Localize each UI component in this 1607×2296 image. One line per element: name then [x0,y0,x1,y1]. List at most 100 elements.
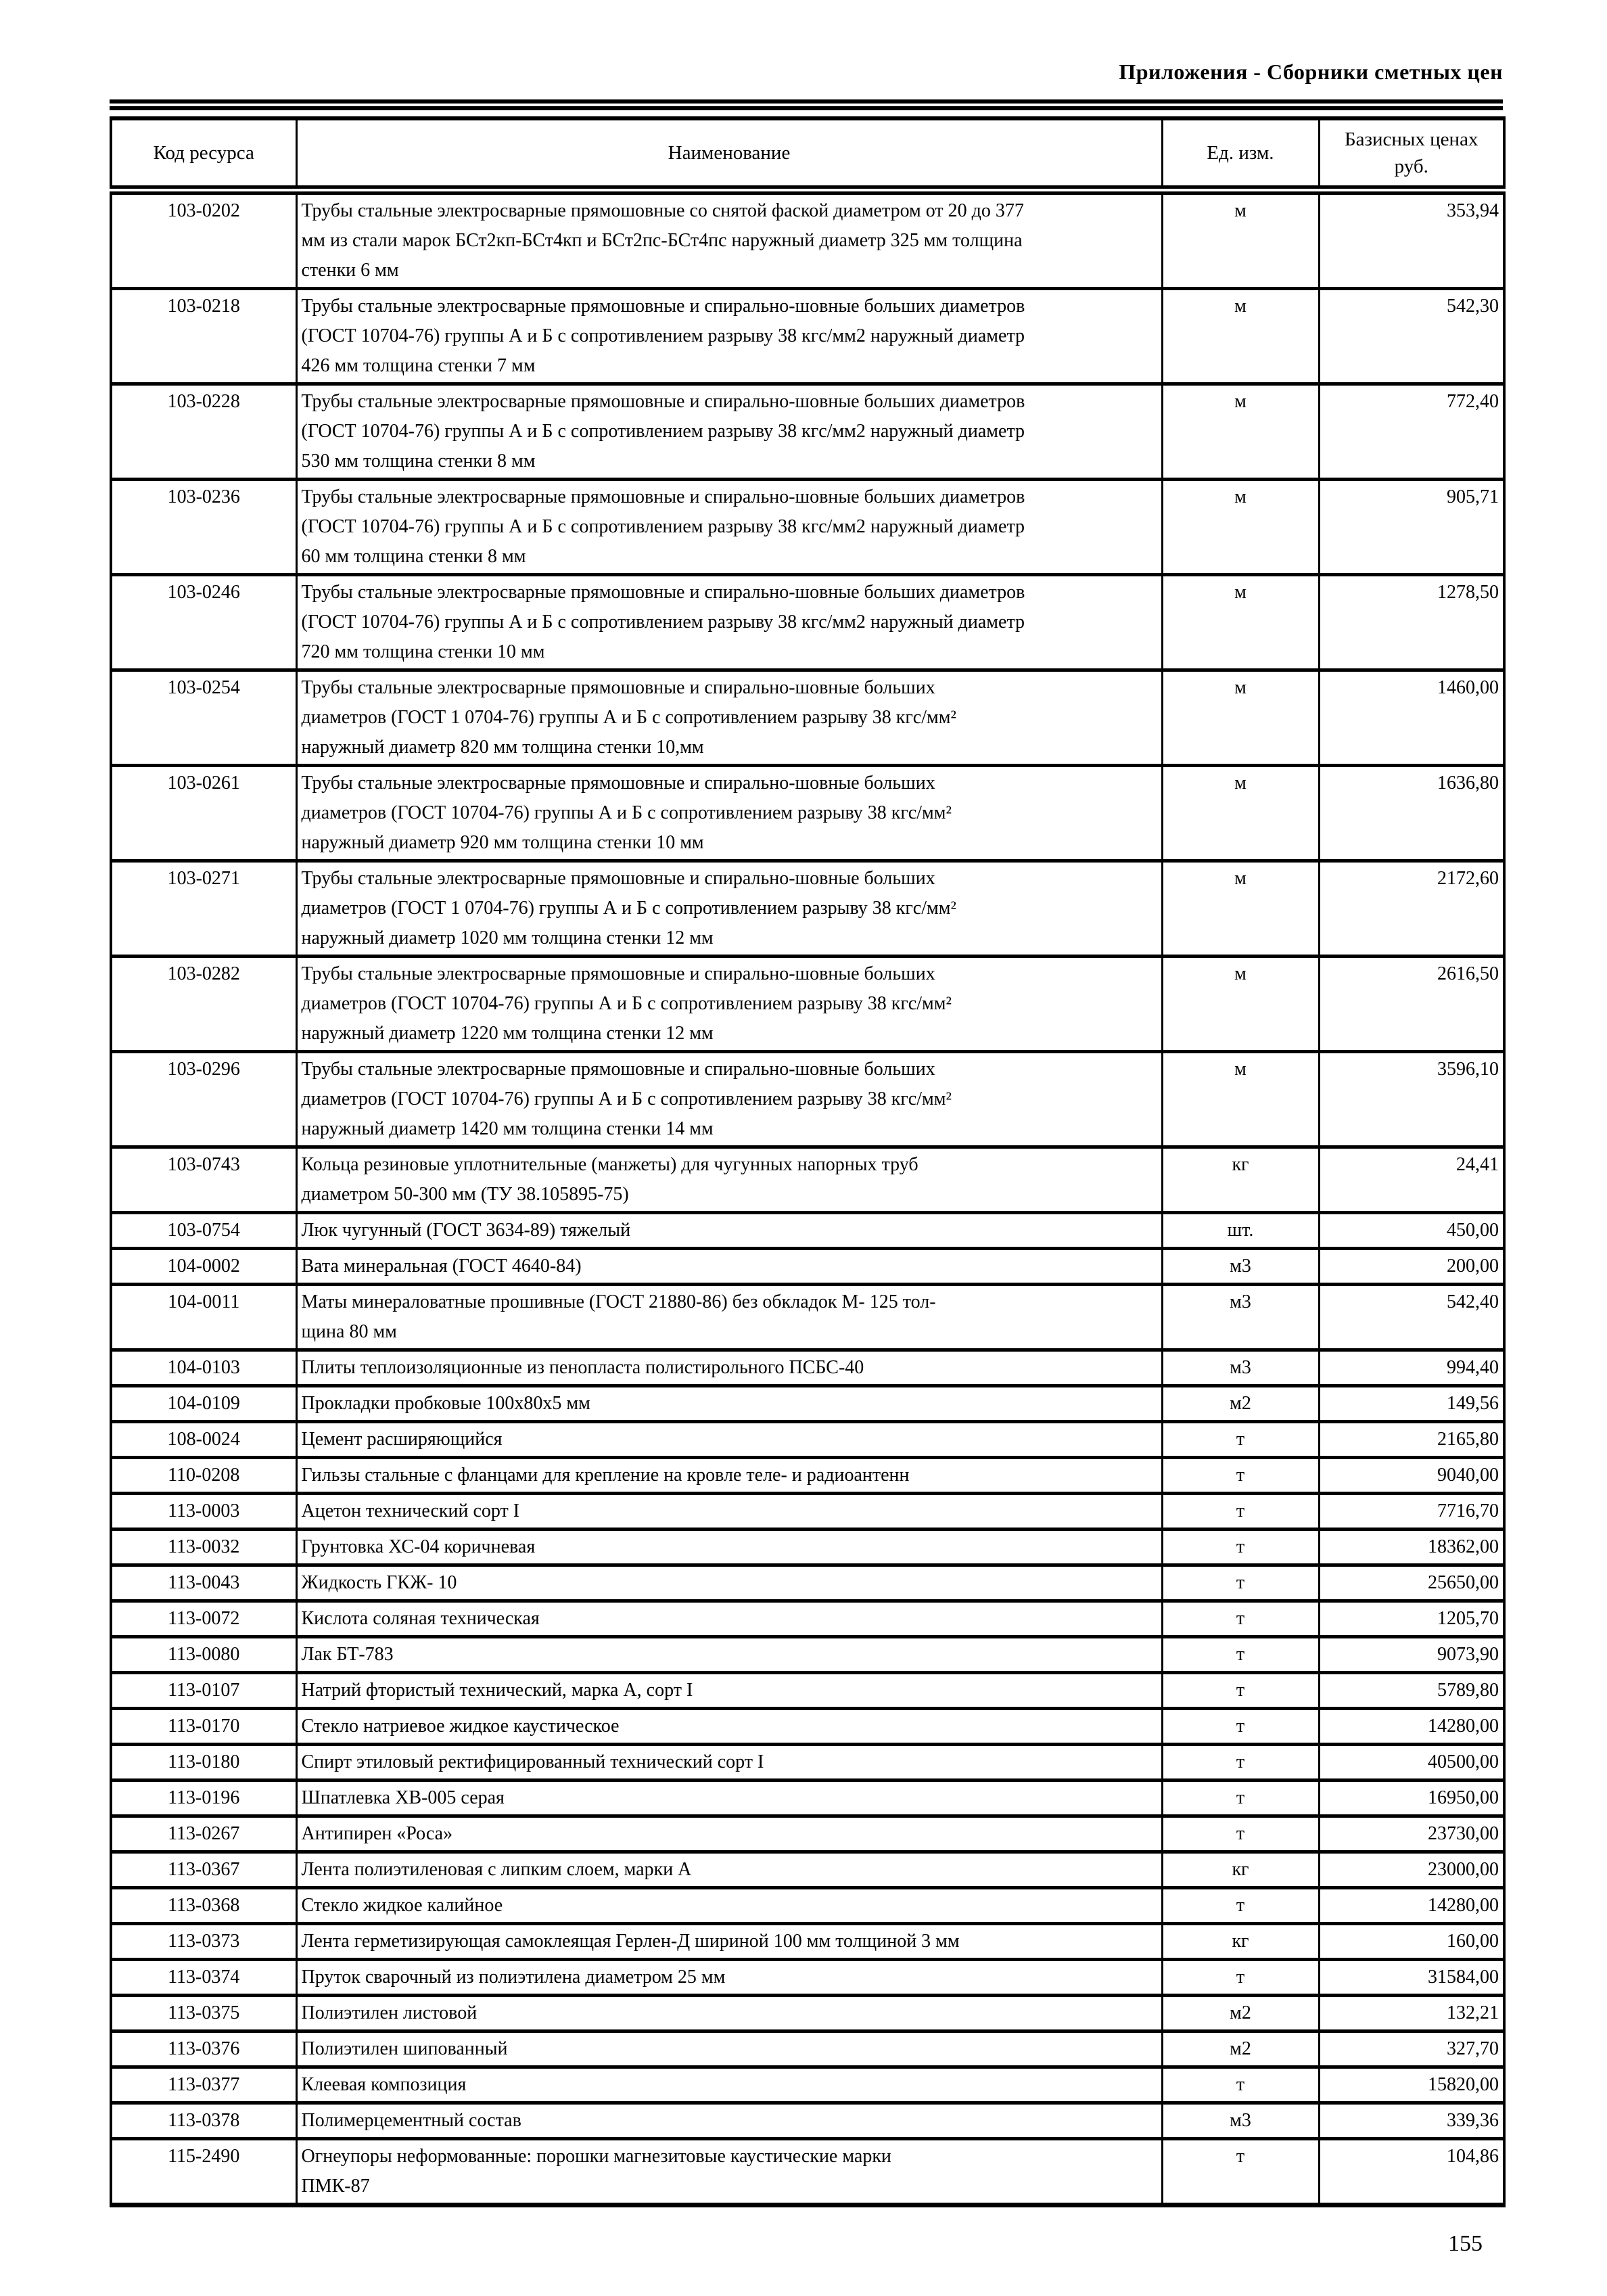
cell-name: Лак БТ-783 [295,1635,1163,1674]
cell-name: Вата минеральная (ГОСТ 4640-84) [295,1247,1163,1286]
cell-code: 113-0032 [110,1528,298,1567]
cell-unit: т [1161,1528,1320,1567]
cell-code: 103-0282 [110,955,298,1053]
cell-name: Трубы стальные электросварные прямошовны… [295,188,1163,290]
cell-unit: м [1161,188,1320,290]
table-row: 108-0024 Цемент расширяющийся т 2165,80 [110,1420,1506,1459]
cell-price: 450,00 [1318,1211,1506,1250]
table-row: 103-0254 Трубы стальные электросварные пр… [110,668,1506,767]
cell-price: 772,40 [1318,382,1506,481]
cell-unit: т [1161,1635,1320,1674]
cell-name: Натрий фтористый технический, марка А, с… [295,1671,1163,1710]
column-header-name: Наименование [295,117,1163,195]
cell-price: 339,36 [1318,2101,1506,2140]
cell-name: Стекло натриевое жидкое каустическое [295,1707,1163,1746]
cell-name: Лента герметизирующая самоклеящая Герлен… [295,1922,1163,1961]
cell-unit: м [1161,382,1320,481]
cell-name: Трубы стальные электросварные прямошовны… [295,478,1163,576]
cell-code: 113-0375 [110,1994,298,2033]
cell-code: 103-0236 [110,478,298,576]
table-row: 103-0228 Трубы стальные электросварные пр… [110,382,1506,481]
cell-name: Кислота соляная техническая [295,1599,1163,1638]
cell-code: 103-0202 [110,188,298,290]
cell-code: 113-0367 [110,1850,298,1889]
cell-price: 16950,00 [1318,1778,1506,1818]
cell-price: 200,00 [1318,1247,1506,1286]
cell-price: 542,40 [1318,1283,1506,1352]
table-row: 113-0375 Полиэтилен листовой м2 132,21 [110,1994,1506,2033]
table-row: 103-0202 Трубы стальные электросварные пр… [110,188,1506,290]
cell-name: Шпатлевка ХВ-005 серая [295,1778,1163,1818]
table-row: 103-0246 Трубы стальные электросварные пр… [110,573,1506,672]
cell-price: 2165,80 [1318,1420,1506,1459]
cell-price: 23730,00 [1318,1814,1506,1854]
cell-name: Прокладки пробковые 100х80х5 мм [295,1384,1163,1423]
table-row: 113-0032 Грунтовка ХС-04 коричневая т 18362… [110,1528,1506,1567]
cell-code: 113-0374 [110,1958,298,1997]
cell-unit: м2 [1161,1994,1320,2033]
table-row: 113-0373 Лента герметизирующая самоклеяща… [110,1922,1506,1961]
cell-price: 24,41 [1318,1145,1506,1214]
cell-price: 5789,80 [1318,1671,1506,1710]
cell-name: Стекло жидкое калийное [295,1886,1163,1925]
cell-name: Полиэтилен шипованный [295,2029,1163,2069]
cell-price: 31584,00 [1318,1958,1506,1997]
page-header: Приложения - Сборники сметных цен [1119,60,1503,84]
cell-name: Жидкость ГКЖ- 10 [295,1563,1163,1603]
cell-name: Грунтовка ХС-04 коричневая [295,1528,1163,1567]
cell-price: 40500,00 [1318,1743,1506,1782]
table-body: 103-0202 Трубы стальные электросварные пр… [110,188,1506,2207]
table-row: 110-0208 Гильзы стальные с фланцами для к… [110,1456,1506,1495]
cell-price: 25650,00 [1318,1563,1506,1603]
table-row: 113-0107 Натрий фтористый технический, ма… [110,1671,1506,1710]
cell-name: Ацетон технический сорт I [295,1492,1163,1531]
cell-code: 103-0246 [110,573,298,672]
cell-name: Спирт этиловый ректифицированный техниче… [295,1743,1163,1782]
cell-unit: т [1161,1778,1320,1818]
cell-unit: т [1161,1420,1320,1459]
cell-code: 113-0378 [110,2101,298,2140]
cell-unit: кг [1161,1922,1320,1961]
cell-code: 103-0754 [110,1211,298,1250]
table-row: 104-0011 Маты минераловатные прошивные (Г… [110,1283,1506,1352]
table-row: 103-0743 Кольца резиновые уплотнительные … [110,1145,1506,1214]
cell-price: 905,71 [1318,478,1506,576]
cell-code: 113-0267 [110,1814,298,1854]
cell-unit: т [1161,2065,1320,2105]
cell-unit: т [1161,1563,1320,1603]
cell-price: 18362,00 [1318,1528,1506,1567]
cell-name: Цемент расширяющийся [295,1420,1163,1459]
cell-name: Антипирен «Роса» [295,1814,1163,1854]
cell-code: 113-0107 [110,1671,298,1710]
cell-name: Трубы стальные электросварные прямошовны… [295,764,1163,863]
table-row: 113-0196 Шпатлевка ХВ-005 серая т 16950,00 [110,1778,1506,1818]
table-row: 113-0377 Клеевая композиция т 15820,00 [110,2065,1506,2105]
cell-price: 23000,00 [1318,1850,1506,1889]
cell-unit: т [1161,1707,1320,1746]
cell-price: 2172,60 [1318,859,1506,958]
cell-price: 2616,50 [1318,955,1506,1053]
cell-code: 113-0373 [110,1922,298,1961]
cell-unit: м [1161,478,1320,576]
cell-code: 113-0368 [110,1886,298,1925]
cell-price: 353,94 [1318,188,1506,290]
header-divider [110,99,1503,110]
cell-code: 115-2490 [110,2137,298,2207]
cell-unit: кг [1161,1145,1320,1214]
cell-price: 15820,00 [1318,2065,1506,2105]
cell-code: 108-0024 [110,1420,298,1459]
table-row: 103-0261 Трубы стальные электросварные пр… [110,764,1506,863]
table-row: 113-0170 Стекло натриевое жидкое каустиче… [110,1707,1506,1746]
cell-price: 1636,80 [1318,764,1506,863]
cell-unit: м2 [1161,2029,1320,2069]
cell-unit: м3 [1161,1247,1320,1286]
cell-code: 113-0003 [110,1492,298,1531]
column-header-unit: Ед. изм. [1161,117,1320,195]
table-row: 104-0002 Вата минеральная (ГОСТ 4640-84) м… [110,1247,1506,1286]
cell-name: Трубы стальные электросварные прямошовны… [295,573,1163,672]
table-row: 113-0267 Антипирен «Роса» т 23730,00 [110,1814,1506,1854]
cell-name: Кольца резиновые уплотнительные (манжеты… [295,1145,1163,1214]
cell-price: 9073,90 [1318,1635,1506,1674]
cell-price: 149,56 [1318,1384,1506,1423]
